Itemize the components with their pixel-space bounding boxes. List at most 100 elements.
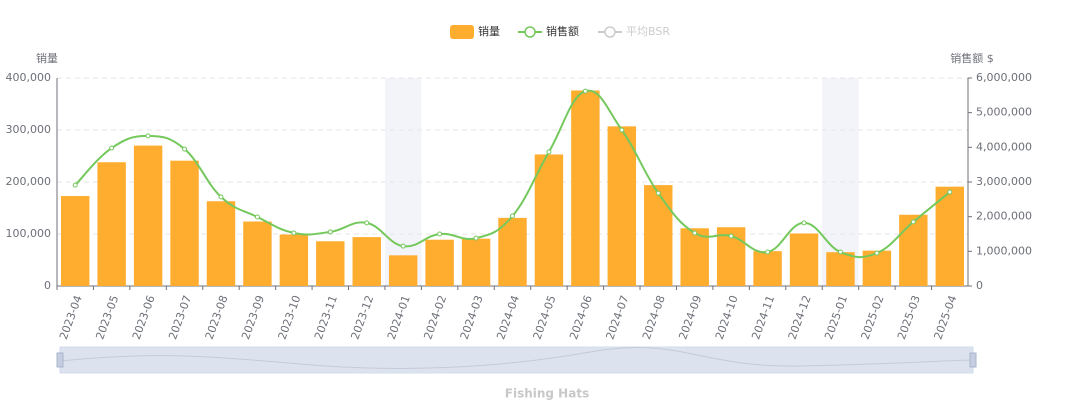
y2-axis-label: 销售额 $ <box>950 51 994 65</box>
point <box>801 220 807 226</box>
point <box>473 235 479 241</box>
point <box>692 230 698 236</box>
point <box>145 133 151 139</box>
bar <box>789 233 819 286</box>
x-tick-label: 2024-04 <box>494 294 522 342</box>
legend-label: 平均BSR <box>626 25 670 38</box>
point <box>291 230 297 236</box>
y2-tick-label: 6,000,000 <box>976 71 1032 84</box>
point <box>947 189 953 195</box>
y-tick-label: 0 <box>44 279 51 292</box>
x-tick-label: 2024-02 <box>421 294 449 342</box>
legend-swatch <box>450 25 474 39</box>
x-tick-label: 2023-11 <box>312 294 340 342</box>
point <box>765 249 771 255</box>
y2-tick-label: 2,000,000 <box>976 210 1032 223</box>
data-zoom[interactable] <box>56 346 977 374</box>
point <box>728 233 734 239</box>
bar <box>352 237 381 286</box>
legend-item[interactable]: 销售额 <box>518 24 579 38</box>
x-tick-label: 2024-07 <box>604 294 632 342</box>
point <box>109 145 115 151</box>
x-tick-label: 2024-09 <box>676 294 704 342</box>
point <box>254 214 260 220</box>
x-tick-label: 2024-10 <box>713 294 741 342</box>
point <box>582 88 588 94</box>
x-tick-label: 2024-05 <box>531 294 559 342</box>
x-tick-label: 2023-10 <box>276 294 304 342</box>
y2-tick-label: 5,000,000 <box>976 106 1032 119</box>
point <box>72 182 78 188</box>
x-tick-label: 2025-02 <box>859 294 887 342</box>
x-tick-label: 2025-01 <box>822 294 850 342</box>
bar <box>753 251 782 286</box>
y2-tick-label: 3,000,000 <box>976 175 1032 188</box>
x-tick-label: 2023-12 <box>348 294 376 342</box>
x-tick-label: 2023-08 <box>203 294 231 342</box>
y2-tick-label: 1,000,000 <box>976 244 1032 257</box>
point <box>910 219 916 225</box>
bar <box>206 201 236 286</box>
y-tick-label: 300,000 <box>6 123 52 136</box>
x-tick-label: 2024-12 <box>786 294 814 342</box>
point <box>546 149 552 155</box>
bar <box>534 154 564 286</box>
y-tick-label: 100,000 <box>6 227 52 240</box>
bar <box>388 255 418 286</box>
point <box>182 146 188 152</box>
x-tick-label: 2024-08 <box>640 294 668 342</box>
zoom-handle[interactable] <box>969 352 977 368</box>
x-tick-label: 2024-03 <box>458 294 486 342</box>
zoom-preview <box>59 347 974 369</box>
legend-label: 销量 <box>478 24 500 38</box>
point <box>655 190 661 196</box>
y-tick-label: 200,000 <box>6 175 52 188</box>
bar <box>461 238 491 286</box>
y2-tick-label: 0 <box>976 279 983 292</box>
x-tick-label: 2023-09 <box>239 294 267 342</box>
bar <box>607 126 637 286</box>
bar <box>243 221 272 286</box>
bar <box>170 160 199 286</box>
point <box>327 229 333 235</box>
legend-swatch <box>524 26 536 38</box>
bar <box>61 196 90 286</box>
x-tick-label: 2023-06 <box>130 294 158 342</box>
legend-label: 销售额 <box>546 24 579 38</box>
x-tick-label: 2024-11 <box>749 294 777 342</box>
bar <box>279 234 309 286</box>
x-tick-label: 2023-05 <box>93 294 121 342</box>
point <box>400 243 406 249</box>
legend-item[interactable]: 销量 <box>450 24 500 39</box>
y2-tick-label: 4,000,000 <box>976 140 1032 153</box>
zoom-handle[interactable] <box>56 352 64 368</box>
point <box>437 231 443 237</box>
bar <box>644 185 673 286</box>
point <box>218 194 224 200</box>
bar <box>935 186 964 286</box>
bar <box>498 217 527 286</box>
point <box>510 213 515 219</box>
point <box>874 250 880 256</box>
x-tick-label: 2023-07 <box>166 294 194 342</box>
bar <box>97 162 126 286</box>
y-tick-label: 400,000 <box>6 71 52 84</box>
bar <box>571 90 600 286</box>
bar <box>899 214 928 286</box>
x-tick-label: 2023-04 <box>57 294 85 342</box>
x-tick-label: 2024-01 <box>385 294 413 342</box>
legend-item[interactable]: 平均BSR <box>598 25 670 38</box>
chart-title: Fishing Hats <box>505 387 589 401</box>
point <box>364 220 370 226</box>
x-tick-label: 2025-03 <box>895 294 923 342</box>
bar <box>826 252 855 286</box>
bar <box>133 145 163 286</box>
point <box>837 249 843 255</box>
legend-swatch <box>604 26 616 38</box>
bar <box>316 241 345 286</box>
point <box>619 127 625 133</box>
bar <box>680 228 709 286</box>
y-axis-label: 销量 <box>36 51 58 65</box>
zoom-track <box>59 346 974 374</box>
